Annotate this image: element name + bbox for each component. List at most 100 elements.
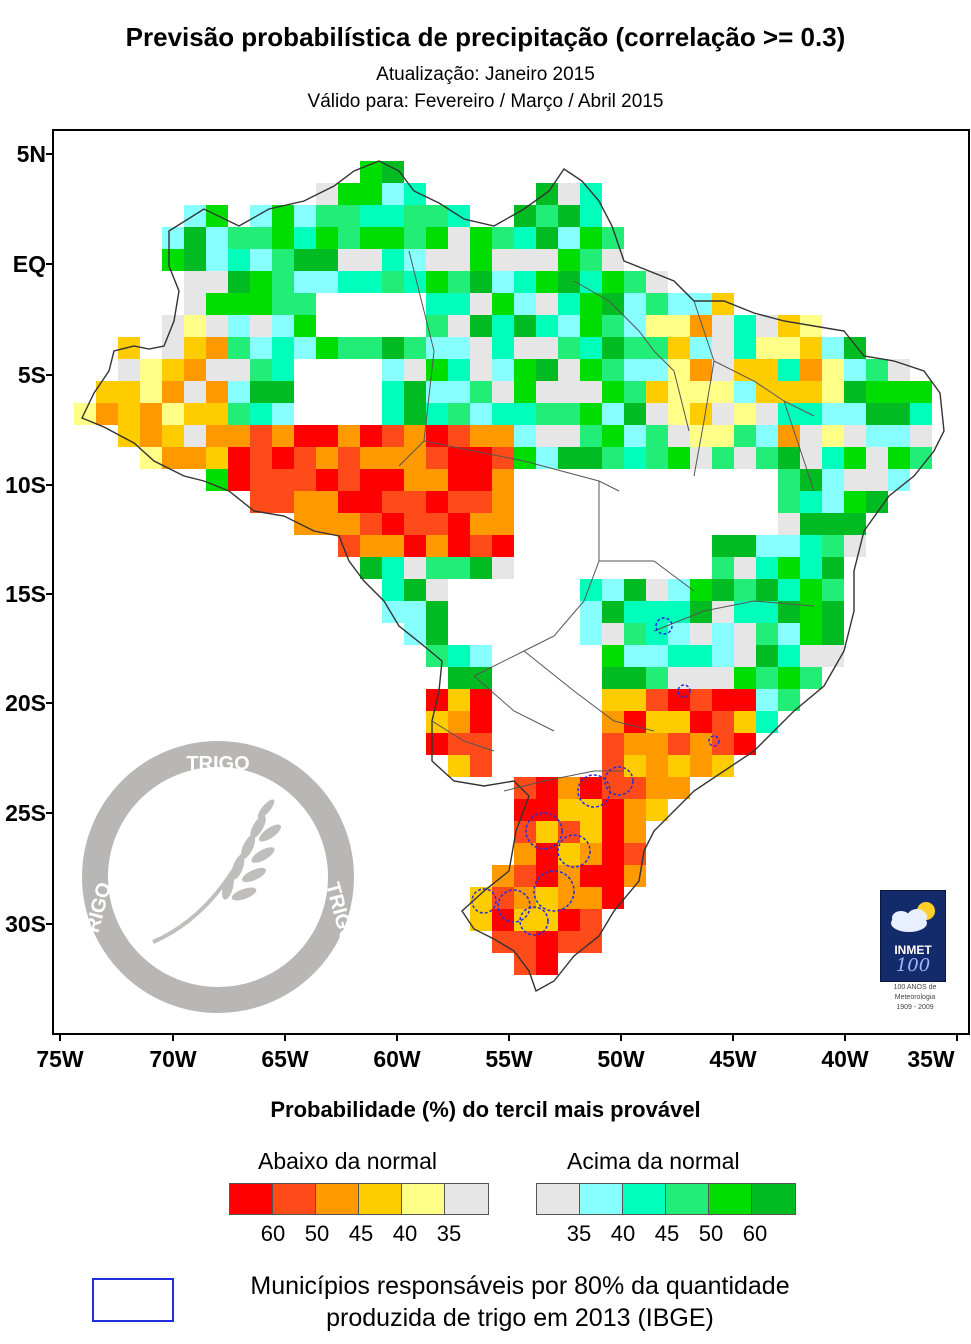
lat-tick xyxy=(46,153,52,155)
forecast-cell xyxy=(382,271,404,293)
forecast-cell xyxy=(866,403,888,425)
forecast-cell xyxy=(800,667,822,689)
forecast-cell xyxy=(668,579,690,601)
forecast-cell xyxy=(756,689,778,711)
forecast-cell xyxy=(690,293,712,315)
forecast-cell xyxy=(690,579,712,601)
forecast-cell xyxy=(580,381,602,403)
forecast-cell xyxy=(690,711,712,733)
forecast-cell xyxy=(514,865,536,887)
legend-swatch-above-0 xyxy=(537,1184,580,1214)
forecast-cell xyxy=(734,359,756,381)
forecast-cell xyxy=(756,359,778,381)
forecast-cell xyxy=(250,425,272,447)
forecast-cell xyxy=(624,403,646,425)
forecast-cell xyxy=(184,205,206,227)
forecast-cell xyxy=(272,315,294,337)
forecast-cell xyxy=(712,689,734,711)
forecast-cell xyxy=(646,711,668,733)
forecast-cell xyxy=(602,601,624,623)
forecast-cell xyxy=(272,271,294,293)
forecast-cell xyxy=(470,689,492,711)
forecast-cell xyxy=(470,337,492,359)
forecast-cell xyxy=(822,469,844,491)
forecast-cell xyxy=(690,403,712,425)
legend-swatch-below-4 xyxy=(402,1184,445,1214)
forecast-cell xyxy=(250,359,272,381)
forecast-cell xyxy=(778,403,800,425)
legend-below-value: 40 xyxy=(392,1221,418,1246)
forecast-cell xyxy=(646,777,668,799)
forecast-cell xyxy=(558,183,580,205)
forecast-cell xyxy=(778,601,800,623)
forecast-cell xyxy=(580,799,602,821)
forecast-cell xyxy=(272,447,294,469)
forecast-cell xyxy=(382,469,404,491)
inmet-logo: INMET 100 xyxy=(880,890,946,982)
lon-label-75w: 75W xyxy=(36,1046,84,1072)
forecast-cell xyxy=(448,667,470,689)
forecast-cell xyxy=(316,183,338,205)
forecast-cell xyxy=(492,425,514,447)
forecast-cell xyxy=(536,821,558,843)
lon-tick xyxy=(396,1035,398,1041)
forecast-cell xyxy=(140,425,162,447)
forecast-cell xyxy=(184,403,206,425)
wheat-municipality xyxy=(497,889,531,923)
forecast-cell xyxy=(778,667,800,689)
forecast-cell xyxy=(228,227,250,249)
forecast-cell xyxy=(404,601,426,623)
lat-tick xyxy=(46,702,52,704)
forecast-cell xyxy=(448,645,470,667)
forecast-cell xyxy=(844,425,866,447)
forecast-cell xyxy=(580,293,602,315)
forecast-cell xyxy=(426,381,448,403)
forecast-cell xyxy=(426,227,448,249)
forecast-cell xyxy=(558,359,580,381)
forecast-cell xyxy=(272,227,294,249)
forecast-cell xyxy=(668,315,690,337)
forecast-cell xyxy=(866,491,888,513)
forecast-cell xyxy=(624,865,646,887)
forecast-cell xyxy=(602,843,624,865)
forecast-cell xyxy=(184,249,206,271)
forecast-cell xyxy=(448,425,470,447)
forecast-cell xyxy=(514,205,536,227)
forecast-cell xyxy=(844,403,866,425)
forecast-cell xyxy=(492,909,514,931)
legend-above-value: 60 xyxy=(742,1221,768,1246)
forecast-cell xyxy=(492,271,514,293)
lon-label-45w: 45W xyxy=(709,1046,757,1072)
legend-above-value: 40 xyxy=(610,1221,636,1246)
forecast-cell xyxy=(470,557,492,579)
forecast-cell xyxy=(448,711,470,733)
forecast-cell xyxy=(118,381,140,403)
forecast-cell xyxy=(756,315,778,337)
forecast-cell xyxy=(404,359,426,381)
forecast-cell xyxy=(404,447,426,469)
forecast-cell xyxy=(602,667,624,689)
legend-swatch-below-1 xyxy=(273,1184,316,1214)
forecast-cell xyxy=(844,491,866,513)
forecast-cell xyxy=(822,513,844,535)
forecast-cell xyxy=(184,447,206,469)
forecast-cell xyxy=(778,623,800,645)
forecast-cell xyxy=(360,535,382,557)
lat-tick xyxy=(46,923,52,925)
forecast-cell xyxy=(866,381,888,403)
forecast-cell xyxy=(646,447,668,469)
forecast-cell xyxy=(492,513,514,535)
forecast-cell xyxy=(492,491,514,513)
forecast-cell xyxy=(206,359,228,381)
forecast-cell xyxy=(602,821,624,843)
cloud-sun-icon xyxy=(891,902,935,932)
forecast-cell xyxy=(778,381,800,403)
forecast-cell xyxy=(514,425,536,447)
forecast-cell xyxy=(492,403,514,425)
forecast-cell xyxy=(470,711,492,733)
forecast-cell xyxy=(338,469,360,491)
forecast-cell xyxy=(536,249,558,271)
forecast-cell xyxy=(624,711,646,733)
lon-label-55w: 55W xyxy=(485,1046,533,1072)
forecast-cell xyxy=(712,667,734,689)
